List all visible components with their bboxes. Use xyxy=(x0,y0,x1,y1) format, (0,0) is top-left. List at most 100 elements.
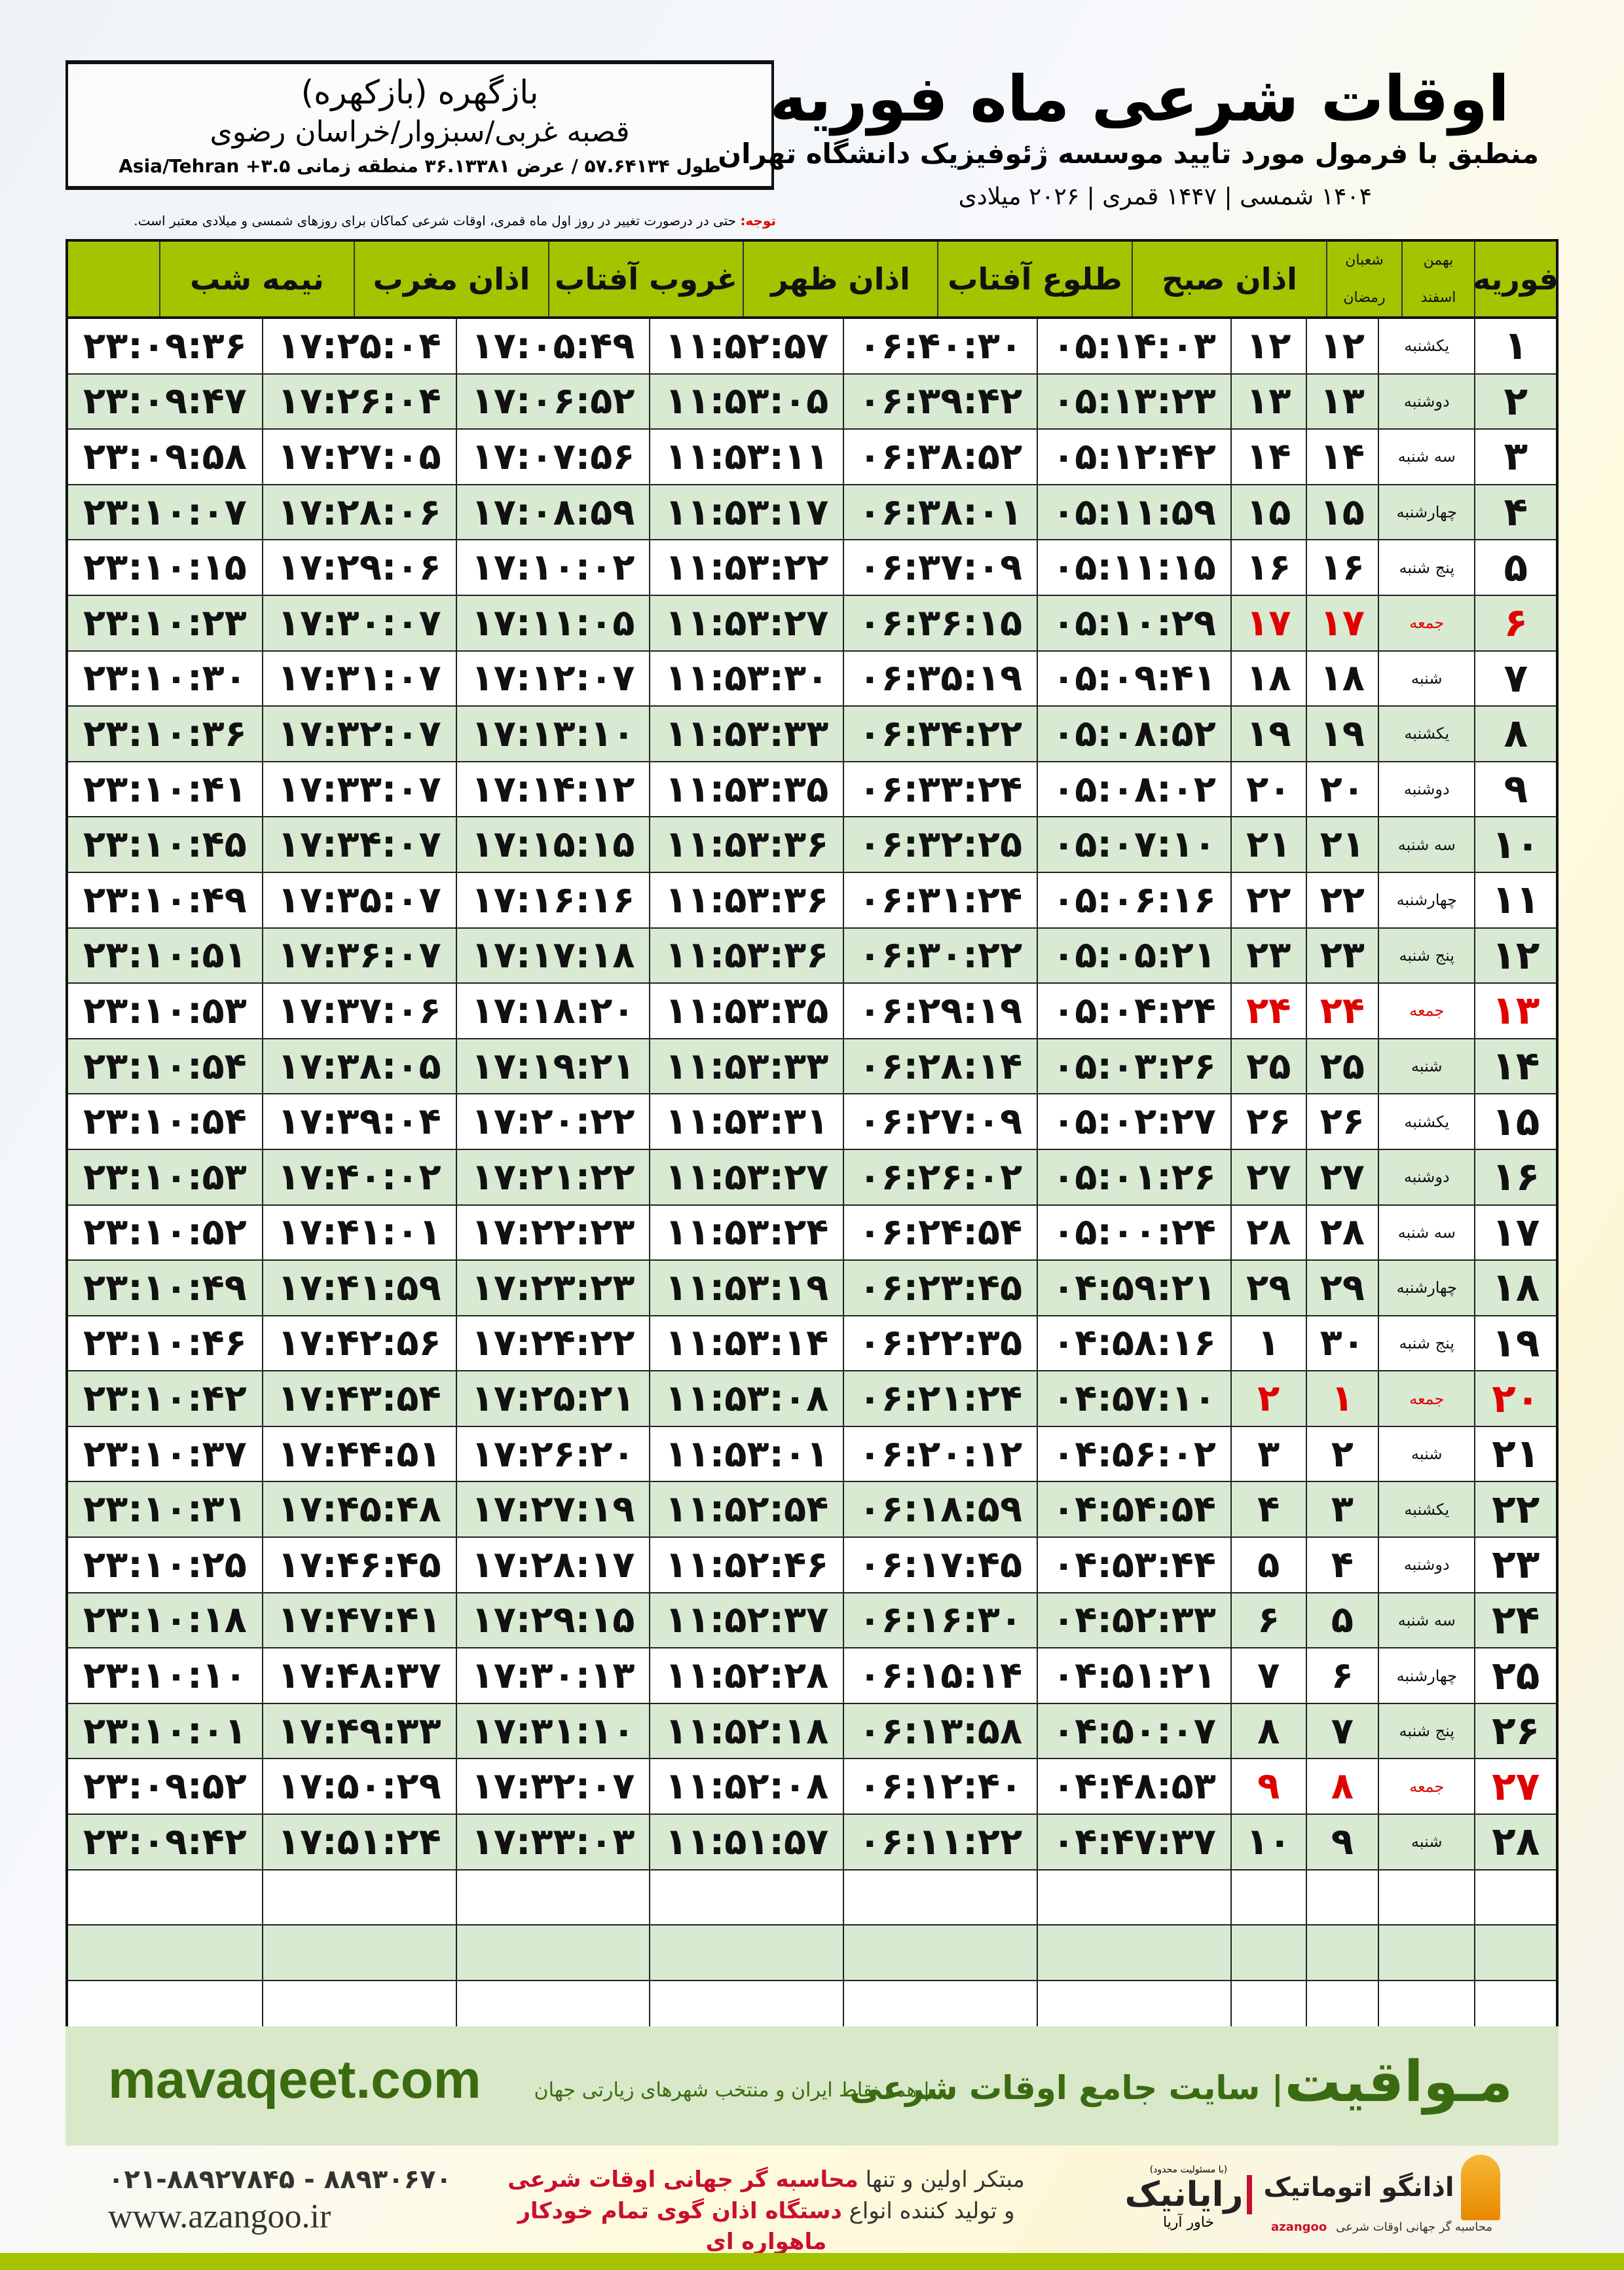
cell-zohr: ۱۱:۵۳:۱۱ xyxy=(649,430,843,484)
cell-zohr: ۱۱:۵۳:۱۷ xyxy=(649,485,843,540)
cell-zohr: ۱۱:۵۳:۲۷ xyxy=(649,1149,843,1204)
cell-day: ۱۳ xyxy=(1474,984,1556,1038)
cell-day: ۲۸ xyxy=(1474,1815,1556,1869)
cell-weekday: چهارشنبه xyxy=(1378,1648,1474,1703)
promo-line1: مبتکر اولین و تنها xyxy=(858,2167,1025,2193)
azangoo-latin: azangoo xyxy=(1271,2220,1327,2234)
cell-nimeh: ۲۳:۱۰:۱۸ xyxy=(83,1599,247,1642)
cell-ghoroob: ۱۷:۲۹:۱۵ xyxy=(455,1593,650,1648)
cell-esfand: ۲ xyxy=(1305,1426,1378,1481)
cell-esfand: ۷ xyxy=(1305,1703,1378,1758)
cell-ghoroob: ۱۷:۲۰:۲۲ xyxy=(455,1094,650,1149)
cell-nimeh: ۲۳:۱۰:۱۰ xyxy=(83,1654,247,1698)
col-nimeh: نیمه شب xyxy=(159,242,354,316)
brand-logo: مـواقیت xyxy=(1284,2049,1513,2115)
col-esfand: اسفند xyxy=(1420,289,1456,306)
cell-maghreb: ۱۷:۴۱:۰۱ xyxy=(261,1205,456,1260)
cell-ramazan: ۱۹ xyxy=(1230,707,1306,761)
cell-weekday: پنج شنبه xyxy=(1378,540,1474,595)
table-row: ۲۳ دوشنبه ۴ ۵ ۰۴:۵۳:۴۴ ۰۶:۱۷:۴۵ ۱۱:۵۲:۴۶ ۱۷:۲۸:… xyxy=(68,1538,1556,1593)
cell-ramazan: ۲۳ xyxy=(1230,928,1306,983)
cell-sobh: ۰۵:۰۷:۱۰ xyxy=(1037,817,1230,872)
cell-nimeh xyxy=(68,1870,262,1925)
promo-line1-highlight: محاسبه گر جهانی اوقات شرعی xyxy=(507,2167,858,2193)
cell-day: ۳ xyxy=(1474,430,1556,484)
cell-ramazan: ۴ xyxy=(1230,1482,1306,1537)
cell-ghoroob: ۱۷:۰۶:۵۲ xyxy=(455,374,650,429)
cell-ramazan: ۱۷ xyxy=(1230,595,1306,650)
cell-esfand: ۱ xyxy=(1305,1371,1378,1426)
cell-weekday: یکشنبه xyxy=(1378,1094,1474,1149)
cell-day: ۸ xyxy=(1474,707,1556,761)
cell-day: ۱۶ xyxy=(1474,1149,1556,1204)
cell-esfand: ۹ xyxy=(1305,1815,1378,1869)
cell-sobh: ۰۵:۱۱:۵۹ xyxy=(1037,485,1230,540)
cell-ramazan xyxy=(1230,1926,1306,1980)
cell-weekday: یکشنبه xyxy=(1378,1482,1474,1537)
cell-esfand: ۱۲ xyxy=(1305,319,1378,373)
cell-tolu: ۰۶:۳۲:۲۵ xyxy=(843,817,1037,872)
cell-ramazan: ۲۸ xyxy=(1230,1205,1306,1260)
cell-maghreb: ۱۷:۴۸:۳۷ xyxy=(261,1648,456,1703)
location-box: بازگهره (بازکهره) قصبه غربی/سبزوار/خراسا… xyxy=(65,60,774,190)
cell-ramazan xyxy=(1230,1870,1306,1925)
cell-ghoroob: ۱۷:۰۷:۵۶ xyxy=(455,430,650,484)
cell-zohr: ۱۱:۵۲:۳۷ xyxy=(649,1593,843,1648)
site-link[interactable]: mavaqeet.com xyxy=(108,2050,481,2110)
cell-day: ۲ xyxy=(1474,374,1556,429)
cell-ghoroob: ۱۷:۲۶:۲۰ xyxy=(455,1426,650,1481)
cell-weekday: شنبه xyxy=(1378,1039,1474,1094)
table-row: ۱۶ دوشنبه ۲۷ ۲۷ ۰۵:۰۱:۲۶ ۰۶:۲۶:۰۲ ۱۱:۵۳:۲۷ ۱۷:۲… xyxy=(68,1149,1556,1206)
cell-nimeh: ۲۳:۱۰:۴۵ xyxy=(83,823,247,866)
cell-weekday: سه شنبه xyxy=(1378,817,1474,872)
cell-weekday: سه شنبه xyxy=(1378,430,1474,484)
cell-sobh: ۰۵:۱۴:۰۳ xyxy=(1037,319,1230,373)
cell-weekday: دوشنبه xyxy=(1378,374,1474,429)
cell-tolu xyxy=(843,1870,1037,1925)
cell-sobh xyxy=(1037,1926,1230,1980)
cell-sobh: ۰۵:۰۱:۲۶ xyxy=(1037,1149,1230,1204)
cell-sobh: ۰۵:۱۱:۱۵ xyxy=(1037,540,1230,595)
cell-day: ۱۵ xyxy=(1474,1094,1556,1149)
cell-zohr: ۱۱:۵۲:۴۶ xyxy=(649,1538,843,1592)
location-coords: طول ۵۷.۶۴۱۳۴ / عرض ۳۶.۱۳۳۸۱ منطقه زمانی … xyxy=(119,155,721,177)
cell-zohr xyxy=(649,1926,843,1980)
website-link[interactable]: www.azangoo.ir xyxy=(108,2198,331,2235)
rayanik-name: رایانیک xyxy=(1125,2175,1253,2214)
cell-tolu: ۰۶:۱۱:۲۲ xyxy=(843,1815,1037,1869)
table-row: ۸ یکشنبه ۱۹ ۱۹ ۰۵:۰۸:۵۲ ۰۶:۳۴:۲۲ ۱۱:۵۳:۳۳ ۱۷:۱۳… xyxy=(68,707,1556,762)
cell-ghoroob: ۱۷:۱۹:۲۱ xyxy=(455,1039,650,1094)
note: توجه: حتی در درصورت تغییر در روز اول ماه… xyxy=(65,213,776,229)
location-name: بازگهره (بازکهره) xyxy=(301,73,539,111)
cell-sobh: ۰۵:۰۵:۲۱ xyxy=(1037,928,1230,983)
cell-weekday: پنج شنبه xyxy=(1378,928,1474,983)
cell-ramazan: ۱۸ xyxy=(1230,651,1306,706)
cell-esfand: ۲۸ xyxy=(1305,1205,1378,1260)
cell-day: ۱۴ xyxy=(1474,1039,1556,1094)
cell-tolu: ۰۶:۳۷:۰۹ xyxy=(843,540,1037,595)
cell-esfand xyxy=(1305,1926,1378,1980)
cell-ghoroob: ۱۷:۲۸:۱۷ xyxy=(455,1538,650,1592)
cell-day: ۲۴ xyxy=(1474,1593,1556,1648)
cell-day xyxy=(1474,1981,1556,2036)
cell-sobh: ۰۴:۵۶:۰۲ xyxy=(1037,1426,1230,1481)
promo-line2: و تولید کننده انواع xyxy=(841,2197,1015,2224)
table-header: فوریه بهمن اسفند شعبان رمضان اذان صبح طلوع… xyxy=(68,242,1559,319)
cell-tolu: ۰۶:۱۷:۴۵ xyxy=(843,1538,1037,1592)
cell-tolu: ۰۶:۲۱:۲۴ xyxy=(843,1371,1037,1426)
cell-maghreb: ۱۷:۴۵:۴۸ xyxy=(261,1482,456,1537)
col-shaban: شعبان xyxy=(1345,252,1384,269)
cell-day: ۴ xyxy=(1474,485,1556,540)
cell-weekday: جمعه xyxy=(1378,984,1474,1038)
footer-banner: مـواقیت | سایت جامع اوقات شرعی | همه نقا… xyxy=(65,2026,1559,2146)
cell-day xyxy=(1474,1926,1556,1980)
azangoo-name: اذانگو اتوماتیک xyxy=(1263,2172,1454,2203)
cell-zohr: ۱۱:۵۳:۲۴ xyxy=(649,1205,843,1260)
cell-weekday: دوشنبه xyxy=(1378,1538,1474,1592)
cell-esfand: ۱۴ xyxy=(1305,430,1378,484)
table-row: ۱۵ یکشنبه ۲۶ ۲۶ ۰۵:۰۲:۲۷ ۰۶:۲۷:۰۹ ۱۱:۵۳:۳۱ ۱۷:۲… xyxy=(68,1094,1556,1150)
cell-nimeh: ۲۳:۱۰:۵۲ xyxy=(83,1211,247,1254)
cell-esfand: ۱۶ xyxy=(1305,540,1378,595)
cell-ghoroob: ۱۷:۱۵:۱۵ xyxy=(455,817,650,872)
cell-sobh: ۰۵:۰۹:۴۱ xyxy=(1037,651,1230,706)
